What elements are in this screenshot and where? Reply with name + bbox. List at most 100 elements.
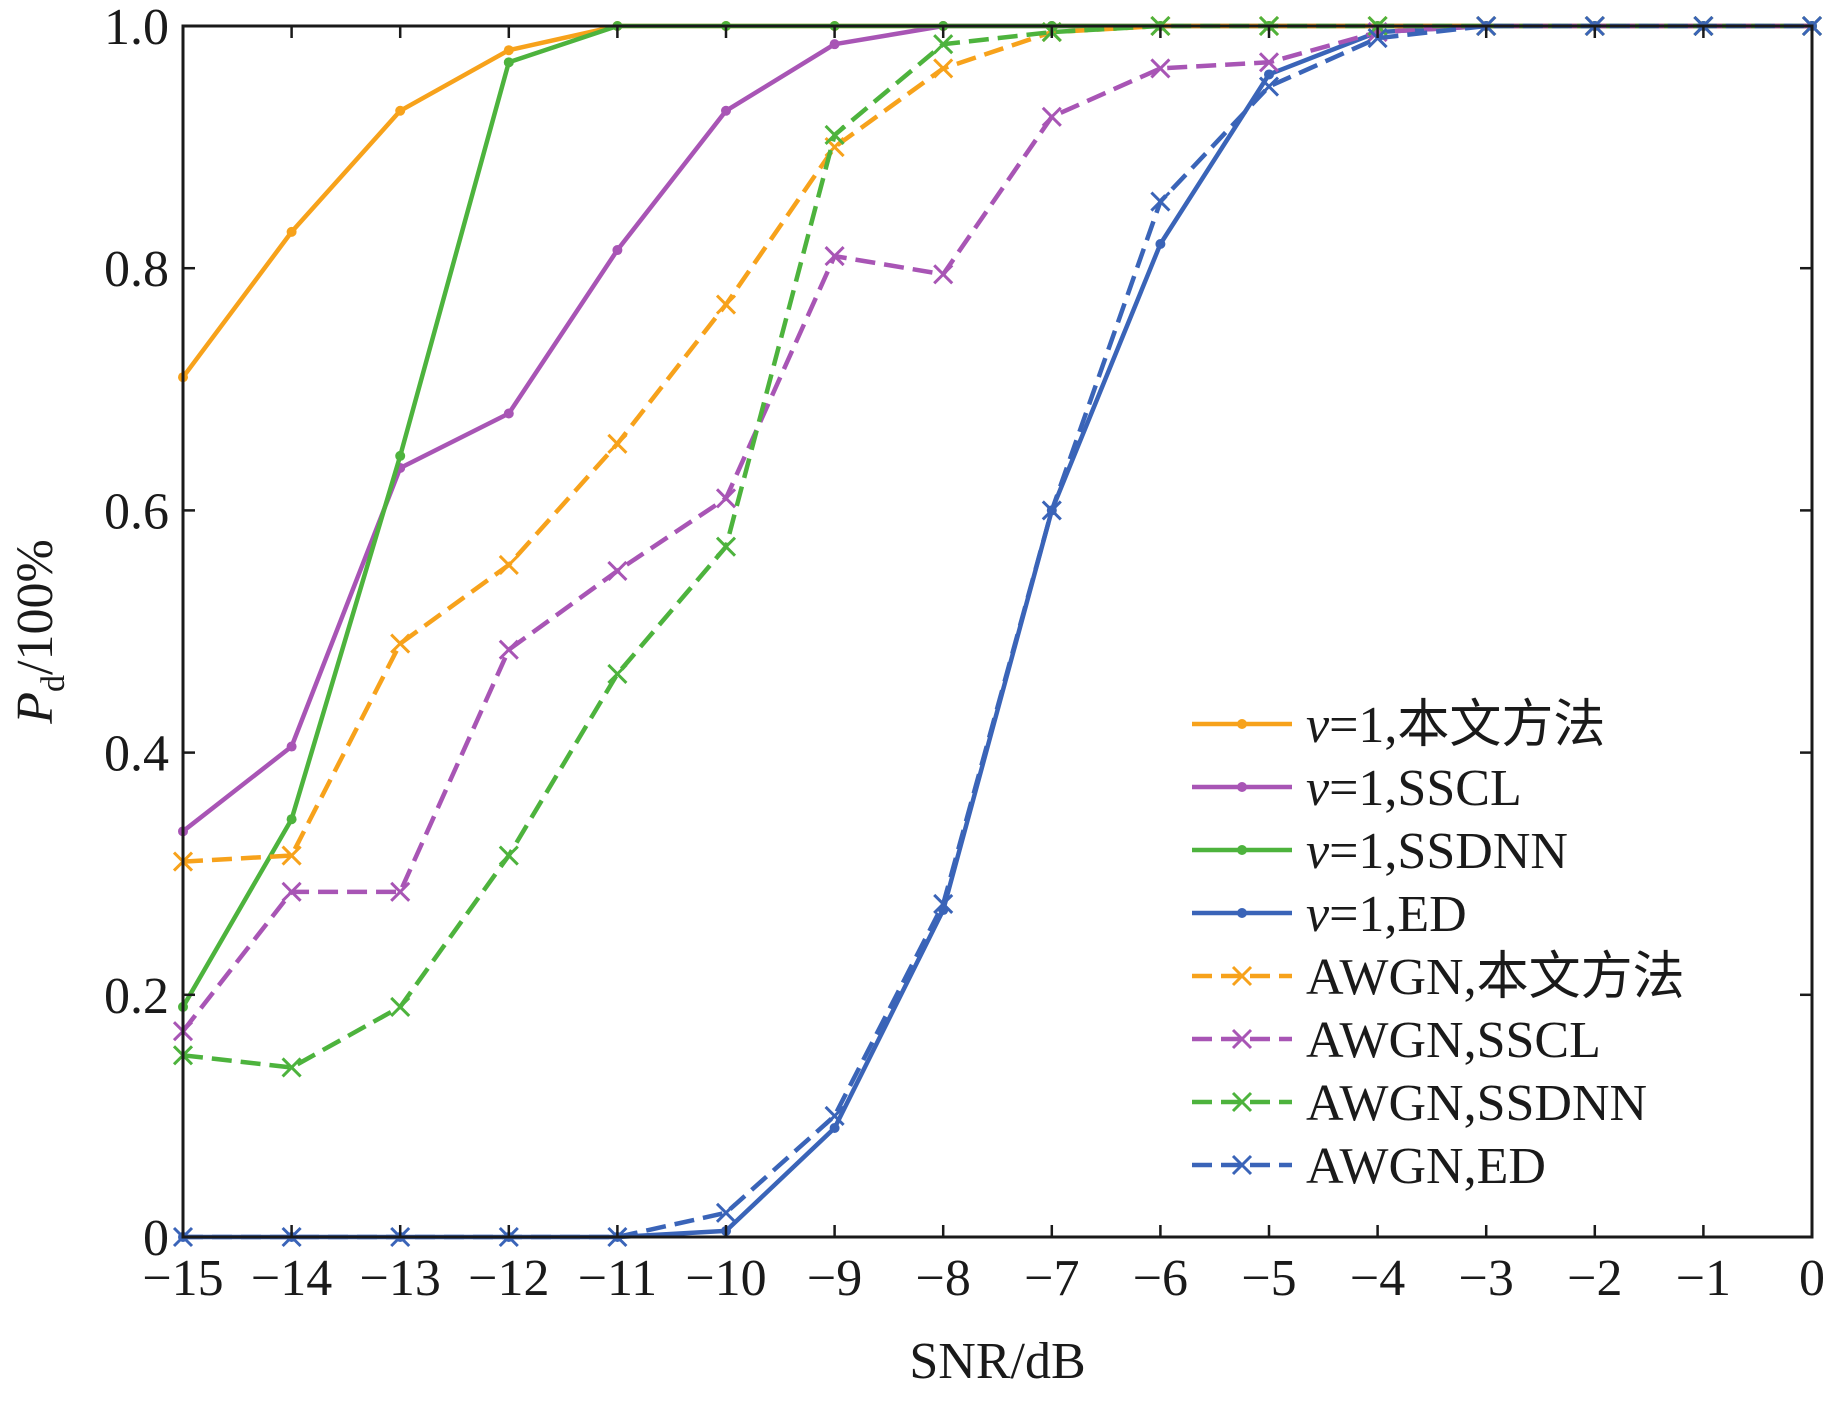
series-2 xyxy=(178,21,1817,1012)
legend-label: AWGN,本文方法 xyxy=(1306,949,1685,1006)
data-point xyxy=(715,294,737,315)
data-point xyxy=(933,264,954,285)
data-point xyxy=(498,554,519,575)
data-point xyxy=(1258,52,1280,73)
data-point xyxy=(933,34,954,55)
data-point xyxy=(715,488,737,509)
legend-entry: AWGN,SSCL xyxy=(1192,1012,1601,1069)
x-tick-label: −6 xyxy=(1133,1250,1188,1307)
data-point xyxy=(281,1057,302,1078)
y-tick-label: 1.0 xyxy=(104,0,169,56)
x-tick-label: 0 xyxy=(1799,1250,1825,1307)
data-point xyxy=(1150,191,1171,212)
legend-label: v=1,本文方法 xyxy=(1306,697,1605,754)
x-tick-label: −1 xyxy=(1676,1250,1731,1307)
series-line xyxy=(181,23,1812,1033)
legend-label-var: v xyxy=(1306,760,1330,817)
data-point xyxy=(607,560,628,582)
y-axis-label-suffix: /100% xyxy=(7,539,64,675)
legend-label-text: =1,本文方法 xyxy=(1329,697,1605,754)
data-point xyxy=(612,245,623,256)
x-tick-label: −12 xyxy=(468,1250,549,1307)
legend-label-text: AWGN,本文方法 xyxy=(1306,949,1685,1006)
legend-label-var: v xyxy=(1306,886,1330,943)
x-tick-label: −10 xyxy=(685,1250,766,1307)
data-point xyxy=(286,814,297,825)
data-point xyxy=(933,893,954,915)
plot-frame xyxy=(181,24,1814,1239)
x-tick-label: −8 xyxy=(916,1250,971,1307)
x-tick-label: −7 xyxy=(1024,1250,1079,1307)
data-point xyxy=(503,408,514,419)
legend-label: AWGN,SSDNN xyxy=(1306,1075,1647,1132)
x-tick-label: −3 xyxy=(1459,1250,1514,1307)
data-point xyxy=(721,105,731,116)
legend-label: AWGN,ED xyxy=(1306,1138,1546,1195)
legend-marker xyxy=(1231,1154,1253,1176)
legend-label: AWGN,SSCL xyxy=(1306,1012,1601,1069)
data-point xyxy=(286,226,297,237)
legend-label-text: =1,SSCL xyxy=(1329,760,1522,817)
series-5 xyxy=(172,15,1823,1042)
legend-label-var: v xyxy=(1306,823,1330,880)
data-point xyxy=(829,39,840,50)
legend-entry: v=1,本文方法 xyxy=(1192,697,1605,754)
legend-label: v=1,ED xyxy=(1306,886,1467,943)
legend-entry: v=1,SSCL xyxy=(1192,760,1522,817)
legend-label-text: AWGN,ED xyxy=(1306,1138,1546,1195)
legend-label: v=1,SSCL xyxy=(1306,760,1522,817)
x-axis-label: SNR/dB xyxy=(909,1333,1085,1390)
legend-label-text: AWGN,SSCL xyxy=(1306,1012,1601,1069)
data-point xyxy=(503,57,514,68)
y-tick-label: 0.2 xyxy=(104,968,169,1025)
data-point xyxy=(503,45,514,56)
legend-entry: AWGN,ED xyxy=(1192,1138,1546,1195)
x-tick-label: −11 xyxy=(578,1250,657,1307)
x-tick-label: −13 xyxy=(360,1250,441,1307)
y-tick-label: 0.6 xyxy=(104,483,169,540)
y-tick-label: 0 xyxy=(143,1210,169,1267)
data-point xyxy=(1367,28,1388,49)
legend-entry: AWGN,SSDNN xyxy=(1192,1075,1647,1132)
data-point xyxy=(607,663,628,684)
legend: v=1,本文方法v=1,SSCLv=1,SSDNNv=1,EDAWGN,本文方法… xyxy=(1192,697,1685,1195)
legend-marker xyxy=(1231,1028,1253,1050)
x-tick-label: −2 xyxy=(1567,1250,1622,1307)
data-point xyxy=(824,124,845,146)
legend-label-text: =1,SSDNN xyxy=(1329,823,1568,880)
legend-label-text: =1,ED xyxy=(1329,886,1467,943)
x-tick-label: −4 xyxy=(1350,1250,1405,1307)
data-point xyxy=(281,845,302,866)
y-axis-label: Pd/100% xyxy=(7,539,72,725)
legend-entry: v=1,ED xyxy=(1192,886,1467,943)
data-point xyxy=(281,881,302,902)
legend-marker xyxy=(1231,1091,1253,1113)
data-point xyxy=(1155,238,1166,249)
data-point xyxy=(607,433,628,454)
data-point xyxy=(715,1202,737,1223)
x-tick-label: −14 xyxy=(251,1250,332,1307)
legend-marker xyxy=(1237,845,1247,855)
data-point xyxy=(824,1105,845,1126)
data-point xyxy=(1041,500,1062,521)
x-tick-label: −5 xyxy=(1241,1250,1296,1307)
series-line xyxy=(182,23,1812,1070)
data-point xyxy=(498,845,519,866)
data-point xyxy=(498,639,519,660)
data-point xyxy=(395,450,406,461)
legend-marker xyxy=(1237,719,1247,729)
x-tick-label: −15 xyxy=(142,1250,223,1307)
x-tick-label: −9 xyxy=(807,1250,862,1307)
legend-label: v=1,SSDNN xyxy=(1306,823,1568,880)
data-point xyxy=(1258,76,1280,97)
data-point xyxy=(1264,69,1274,80)
legend-marker xyxy=(1237,782,1247,792)
series-line xyxy=(181,23,1812,379)
legend-label-var: v xyxy=(1306,697,1330,754)
data-point xyxy=(390,881,411,902)
data-point xyxy=(390,996,411,1017)
data-point xyxy=(1150,58,1171,79)
y-axis-label-sub: d xyxy=(35,675,72,692)
series-0 xyxy=(178,21,1817,383)
y-tick-label: 0.4 xyxy=(104,726,169,783)
